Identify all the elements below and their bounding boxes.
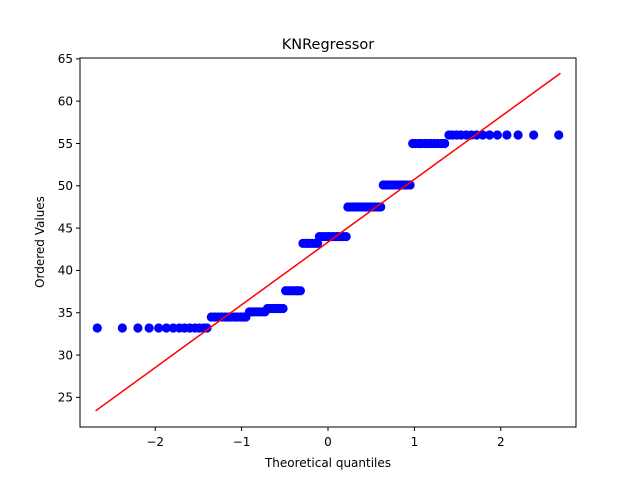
data-points bbox=[92, 130, 564, 333]
data-point bbox=[133, 323, 143, 333]
data-point bbox=[405, 180, 415, 190]
data-point bbox=[478, 130, 488, 140]
x-tick-label: −1 bbox=[233, 435, 251, 449]
data-point bbox=[341, 231, 351, 242]
y-tick-label: 25 bbox=[58, 391, 73, 405]
y-tick-label: 60 bbox=[58, 94, 73, 108]
data-point bbox=[202, 323, 212, 333]
x-tick-label: −2 bbox=[146, 435, 164, 449]
y-tick-label: 45 bbox=[58, 221, 73, 235]
data-point bbox=[529, 130, 539, 140]
data-point bbox=[484, 130, 495, 140]
y-axis-label: Ordered Values bbox=[33, 196, 47, 288]
y-tick-label: 55 bbox=[58, 137, 73, 151]
data-point bbox=[502, 130, 512, 140]
data-point bbox=[117, 323, 127, 333]
data-point bbox=[144, 323, 154, 333]
x-tick-label: 2 bbox=[497, 435, 505, 449]
fit-line-layer bbox=[95, 72, 561, 412]
data-point bbox=[295, 286, 305, 296]
x-axis: −2 −1 0 1 2 bbox=[146, 427, 505, 449]
data-point bbox=[513, 130, 523, 140]
data-point bbox=[492, 130, 502, 140]
data-point bbox=[278, 303, 288, 314]
y-tick-label: 65 bbox=[58, 52, 73, 66]
data-point bbox=[92, 323, 102, 333]
x-axis-label: Theoretical quantiles bbox=[264, 456, 391, 470]
data-point bbox=[440, 138, 450, 149]
x-tick-label: 1 bbox=[411, 435, 419, 449]
x-tick-label: 0 bbox=[324, 435, 332, 449]
data-point bbox=[161, 323, 172, 333]
y-tick-label: 50 bbox=[58, 179, 73, 193]
fit-line bbox=[95, 72, 561, 412]
y-tick-label: 40 bbox=[58, 264, 73, 278]
data-point bbox=[154, 323, 164, 333]
chart-title: KNRegressor bbox=[282, 37, 374, 53]
y-tick-label: 35 bbox=[58, 306, 73, 320]
y-tick-label: 30 bbox=[58, 348, 73, 362]
y-axis: 25 30 35 40 45 50 55 60 65 bbox=[58, 52, 80, 405]
data-point bbox=[554, 130, 564, 140]
